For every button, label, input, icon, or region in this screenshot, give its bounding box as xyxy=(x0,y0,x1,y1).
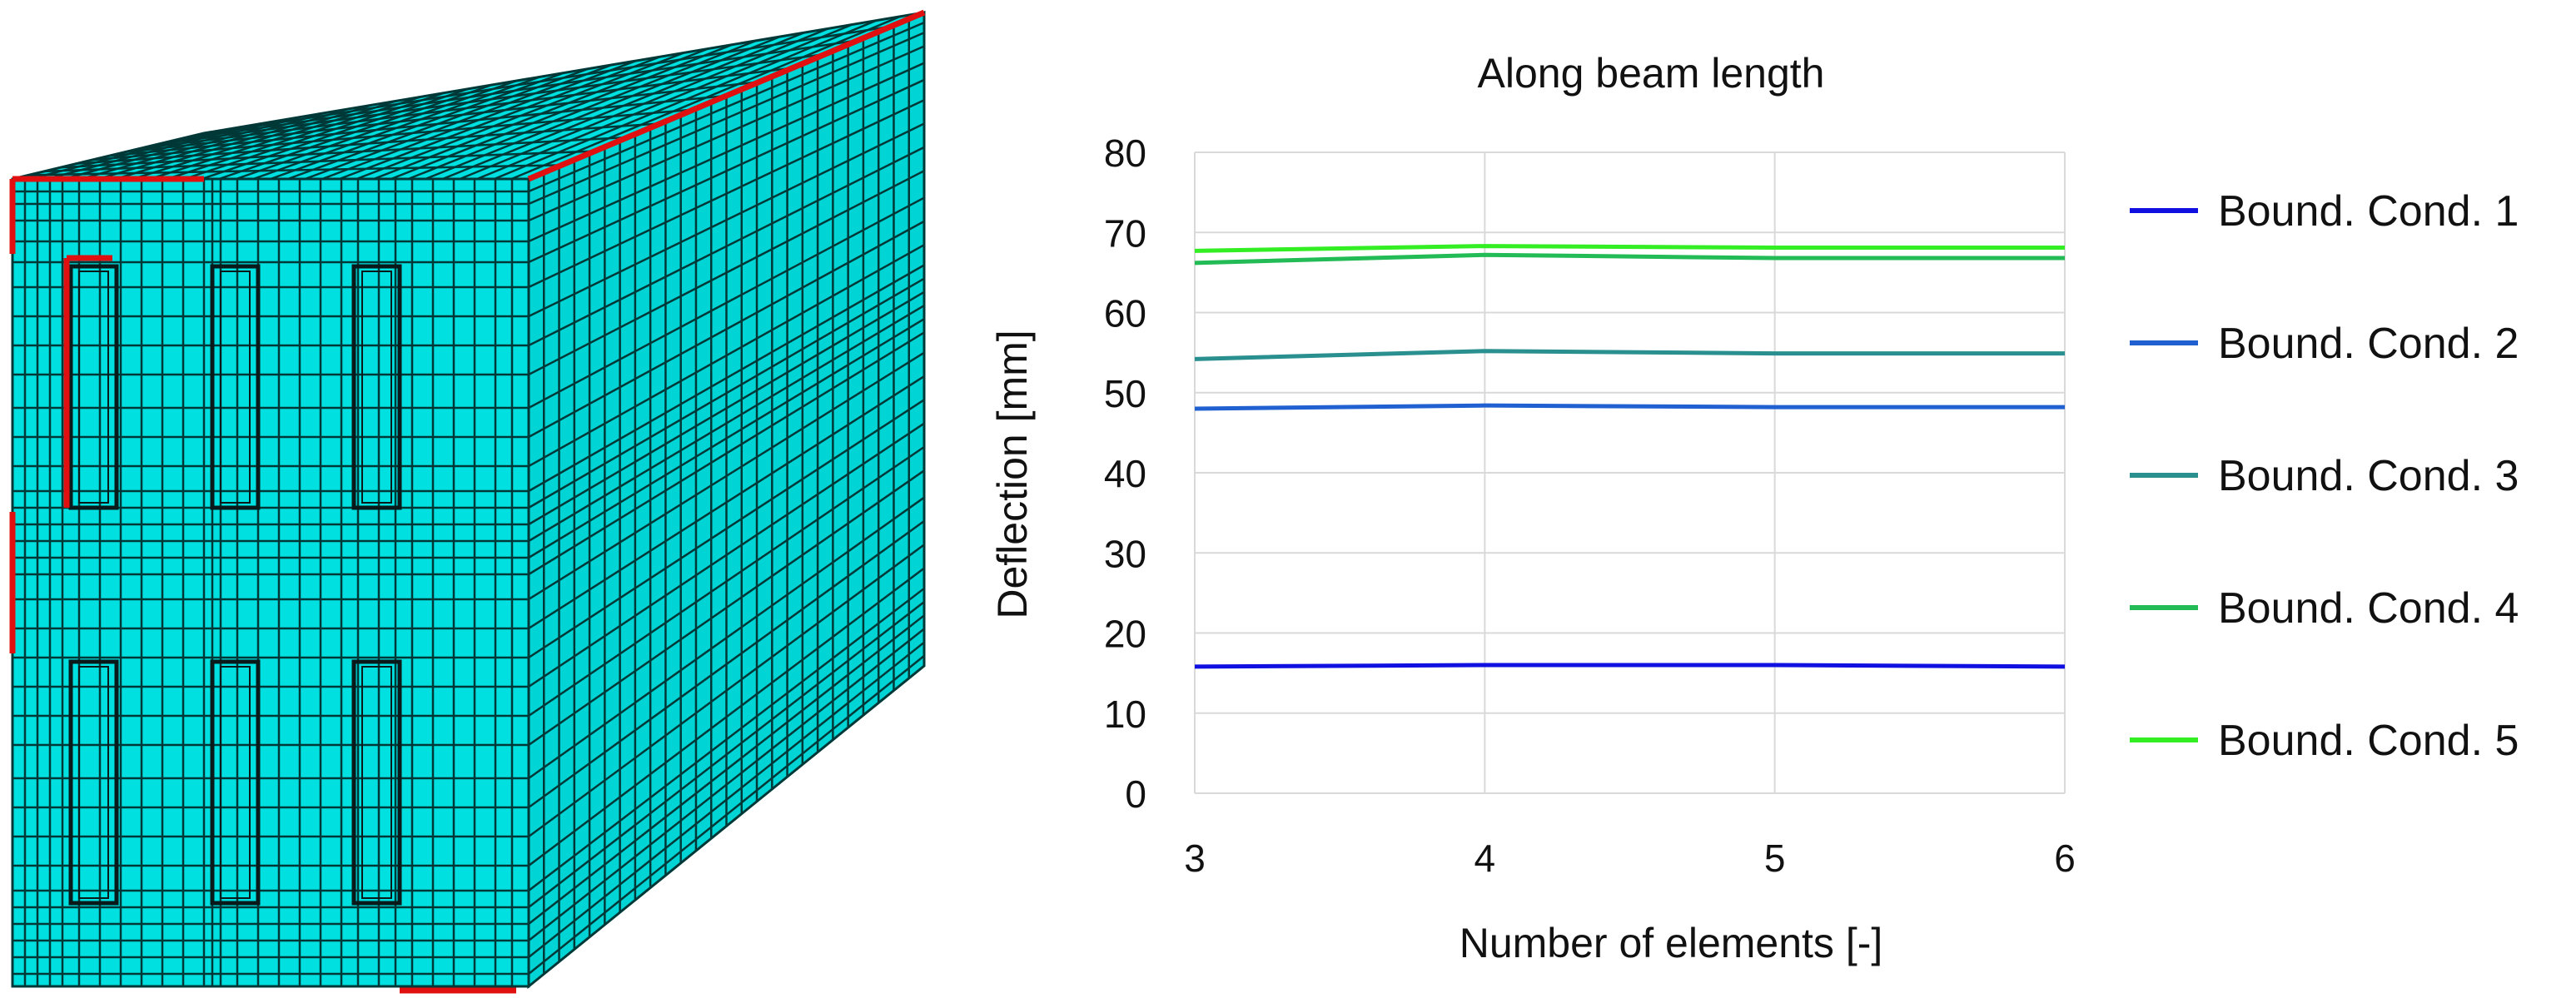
opening xyxy=(351,264,402,510)
opening-inner xyxy=(78,271,109,504)
opening xyxy=(68,264,119,510)
opening xyxy=(351,659,402,906)
y-tick-label: 70 xyxy=(1104,211,1146,255)
y-tick-label: 30 xyxy=(1104,532,1146,575)
legend-label-5: Bound. Cond. 5 xyxy=(2218,717,2519,765)
series-line-1 xyxy=(1194,663,2066,669)
series-line-5 xyxy=(1194,244,2065,253)
y-tick-labels: 0 10 20 30 40 50 60 70 80 xyxy=(1104,132,1146,816)
mesh-line xyxy=(172,39,859,142)
mesh-line xyxy=(528,318,925,559)
mesh-line xyxy=(528,331,925,576)
beam-mesh xyxy=(9,9,926,994)
mesh-line xyxy=(28,164,562,176)
mesh-line xyxy=(528,375,925,630)
x-axis-label: Number of elements [-] xyxy=(1460,920,1883,966)
legend-label-2: Bound. Cond. 2 xyxy=(2218,320,2519,368)
mesh-line xyxy=(107,94,727,157)
mesh-line xyxy=(528,277,925,509)
y-tick-label: 40 xyxy=(1104,452,1146,495)
mesh-line xyxy=(528,445,925,717)
mesh-line xyxy=(528,99,925,289)
deflection-chart: Along beam length 0 10 20 30 40 50 60 70 80 3 4 5 6… xyxy=(989,50,2519,966)
mesh-line xyxy=(528,122,925,318)
fe-mesh-illustration xyxy=(9,9,926,994)
mesh-line xyxy=(528,32,925,206)
mesh-line xyxy=(528,567,925,866)
mesh-line xyxy=(528,264,925,493)
opening-inner xyxy=(78,666,109,899)
series-line-4 xyxy=(1194,252,2065,266)
legend: Bound. Cond. 1 Bound. Cond. 2 Bound. Cond.… xyxy=(2130,187,2519,765)
legend-label-3: Bound. Cond. 3 xyxy=(2218,452,2519,500)
opening-inner xyxy=(220,666,251,899)
opening-inner xyxy=(361,666,392,899)
mesh-line xyxy=(140,67,793,150)
constraint-marker xyxy=(527,9,926,182)
y-tick-label: 20 xyxy=(1104,613,1146,656)
mesh-line xyxy=(528,62,925,243)
mesh-line xyxy=(528,654,925,975)
mesh-line xyxy=(44,150,595,173)
legend-label-1: Bound. Cond. 1 xyxy=(2218,187,2519,236)
mesh-line xyxy=(528,170,925,376)
mesh-line xyxy=(528,196,925,410)
y-tick-label: 0 xyxy=(1125,772,1146,816)
chart-title: Along beam length xyxy=(1478,50,1825,97)
y-tick-label: 80 xyxy=(1104,132,1146,175)
mesh-line xyxy=(124,81,760,154)
x-tick-label: 6 xyxy=(2054,837,2076,880)
mesh-line xyxy=(528,351,925,601)
mesh-line xyxy=(528,614,925,925)
mesh-line xyxy=(528,244,925,468)
mesh-line xyxy=(92,108,694,161)
mesh-line xyxy=(528,496,925,780)
mesh-line xyxy=(528,469,925,747)
x-tick-labels: 3 4 5 6 xyxy=(1184,837,2076,880)
y-tick-label: 10 xyxy=(1104,693,1146,736)
mesh-line xyxy=(528,290,925,526)
mesh-line xyxy=(528,304,925,543)
opening xyxy=(68,659,119,906)
mesh-line xyxy=(528,628,925,941)
y-tick-label: 60 xyxy=(1104,292,1146,335)
y-axis-label: Deflection [mm] xyxy=(989,330,1036,618)
mesh-line xyxy=(528,519,925,809)
mesh-line xyxy=(528,220,925,439)
mesh-line xyxy=(528,399,925,659)
x-tick-label: 5 xyxy=(1764,837,1786,880)
series-line-2 xyxy=(1194,403,2065,411)
opening xyxy=(210,659,261,906)
series-line-3 xyxy=(1194,349,2065,361)
mesh-line xyxy=(528,544,925,838)
series-lines xyxy=(1194,244,2066,669)
mesh-line xyxy=(76,122,661,165)
y-tick-label: 50 xyxy=(1104,372,1146,415)
legend-label-4: Bound. Cond. 4 xyxy=(2218,584,2519,633)
opening xyxy=(210,264,261,510)
mesh-line xyxy=(60,136,628,169)
x-tick-label: 4 xyxy=(1474,837,1496,880)
mesh-line xyxy=(528,422,925,688)
mesh-line xyxy=(528,78,925,264)
mesh-line xyxy=(528,587,925,891)
mesh-line xyxy=(528,146,925,347)
mesh-line xyxy=(156,52,826,146)
mesh-line xyxy=(528,641,925,958)
opening-inner xyxy=(220,271,251,504)
mesh-line xyxy=(528,601,925,908)
mesh-line xyxy=(187,25,892,138)
mesh-line xyxy=(528,45,925,222)
mesh-line xyxy=(528,21,925,193)
x-tick-label: 3 xyxy=(1184,837,1206,880)
opening-inner xyxy=(361,271,392,504)
